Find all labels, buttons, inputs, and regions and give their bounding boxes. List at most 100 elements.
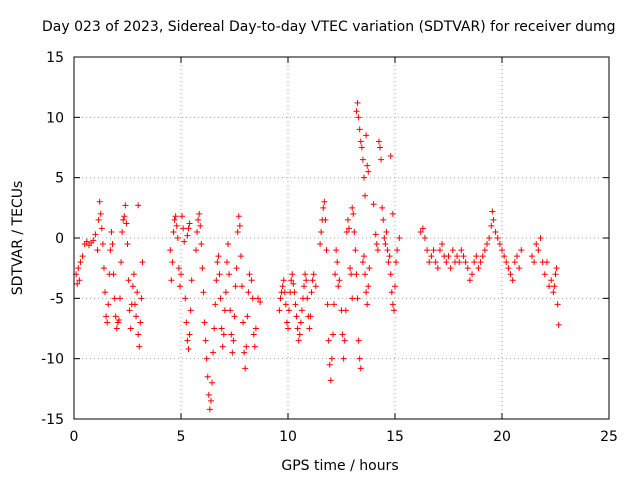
data-point <box>374 247 381 254</box>
data-point <box>204 373 211 380</box>
data-point <box>505 265 512 272</box>
data-point <box>303 277 310 284</box>
data-point <box>226 271 233 278</box>
data-point <box>551 283 558 290</box>
data-point <box>555 321 562 328</box>
data-point <box>322 216 329 223</box>
data-point <box>197 222 204 229</box>
data-point <box>310 271 317 278</box>
data-point <box>396 235 403 241</box>
y-tick-label: 10 <box>46 110 64 126</box>
data-point <box>242 365 249 372</box>
data-point <box>363 289 370 296</box>
grid-lines <box>74 57 609 419</box>
data-point <box>509 277 516 284</box>
data-point <box>180 225 187 232</box>
data-point <box>214 259 221 266</box>
data-point <box>432 259 439 266</box>
data-point <box>375 138 382 145</box>
data-point <box>250 331 257 338</box>
data-point <box>389 210 396 217</box>
data-point <box>304 295 311 302</box>
data-point <box>104 319 111 326</box>
data-point <box>458 247 465 254</box>
data-point <box>96 198 103 205</box>
data-point <box>121 213 128 220</box>
data-point <box>507 271 514 278</box>
data-point <box>202 337 209 344</box>
data-point <box>471 259 478 266</box>
data-point <box>381 235 388 241</box>
data-point <box>83 238 90 245</box>
data-point <box>419 225 426 232</box>
data-point <box>297 319 304 326</box>
data-point <box>174 235 181 241</box>
data-point <box>479 253 486 260</box>
data-point <box>227 307 234 314</box>
data-point <box>366 265 373 272</box>
data-point <box>307 313 314 320</box>
data-point <box>241 349 248 356</box>
data-point <box>283 319 290 326</box>
x-tick-label: 5 <box>177 429 186 445</box>
data-point <box>185 346 192 353</box>
data-point <box>501 253 508 260</box>
data-point <box>294 325 301 332</box>
data-point <box>102 289 109 296</box>
data-point <box>243 343 250 350</box>
data-point <box>130 271 137 278</box>
x-tick-label: 0 <box>70 429 79 445</box>
data-point <box>552 271 559 278</box>
data-point <box>220 331 227 338</box>
data-point <box>119 228 126 235</box>
data-point <box>359 259 366 266</box>
chart-title: Day 023 of 2023, Sidereal Day-to-day VTE… <box>42 19 616 35</box>
data-point <box>449 247 456 254</box>
data-point <box>320 204 327 211</box>
data-point <box>486 235 493 241</box>
data-point <box>378 156 385 163</box>
data-point <box>178 271 184 278</box>
data-point <box>488 222 495 229</box>
data-point <box>238 283 245 290</box>
data-point <box>543 259 550 266</box>
data-point <box>386 253 393 260</box>
data-point <box>249 295 256 302</box>
data-point <box>364 162 371 169</box>
data-point <box>464 265 471 272</box>
data-point <box>373 241 380 248</box>
data-point <box>99 241 106 248</box>
data-point <box>443 259 450 266</box>
x-axis-title: GPS time / hours <box>281 458 398 474</box>
data-point <box>473 253 480 260</box>
data-point <box>185 225 192 232</box>
data-point <box>210 349 217 356</box>
data-point <box>511 259 518 266</box>
data-point <box>217 295 224 302</box>
data-point <box>171 216 178 223</box>
data-point <box>548 277 555 284</box>
data-point <box>355 337 362 344</box>
data-point <box>328 355 335 362</box>
data-point <box>390 307 397 314</box>
data-point <box>325 337 332 344</box>
data-point <box>356 126 363 133</box>
data-point <box>421 235 428 241</box>
data-point <box>289 271 296 278</box>
data-point <box>124 241 131 248</box>
data-point <box>230 337 237 344</box>
data-point <box>417 228 424 235</box>
data-point <box>184 232 191 239</box>
data-point <box>74 280 81 287</box>
data-point <box>246 271 253 278</box>
data-point <box>334 259 341 266</box>
data-point <box>209 379 216 386</box>
data-point <box>484 241 491 248</box>
data-point <box>308 289 315 296</box>
data-point <box>207 397 214 404</box>
data-point <box>518 247 525 254</box>
data-point <box>224 259 231 266</box>
data-point <box>194 228 201 235</box>
data-point <box>426 259 433 266</box>
data-point <box>349 204 356 211</box>
